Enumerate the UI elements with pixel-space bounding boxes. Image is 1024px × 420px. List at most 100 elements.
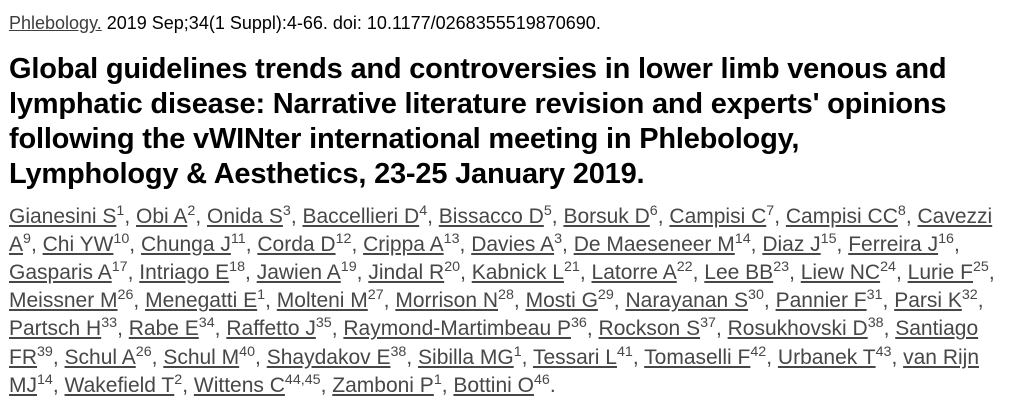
author-link[interactable]: Ferreira J16 [848,232,954,256]
author-link[interactable]: Meissner M26 [9,288,133,312]
affiliation-number: 24 [880,259,896,276]
author-link[interactable]: Narayanan S30 [625,288,763,312]
affiliation-number: 39 [37,343,53,360]
author-link[interactable]: Menegatti E1 [145,288,265,312]
author-link[interactable]: Jindal R20 [368,260,460,285]
author-name: Jindal R [368,261,445,285]
author-link[interactable]: Campisi C7 [669,202,775,228]
author-name: Shaydakov E [266,345,391,369]
affiliation-number: 36 [570,315,587,332]
author-link[interactable]: Jawien A19 [256,260,357,285]
article-title: Global guidelines trends and controversi… [9,52,947,190]
author-name: Molteni M [276,289,368,313]
author-link[interactable]: Tessari L41 [533,343,633,368]
author-link[interactable]: Kabnick L21 [472,260,580,284]
affiliation-number: 2 [187,202,196,219]
affiliation-number: 41 [616,343,633,360]
author-link[interactable]: Crippa A13 [363,231,460,257]
author-name: Raffetto J [226,317,316,341]
author-link[interactable]: Diaz J15 [762,232,836,256]
author-link[interactable]: Santiago FR39 [9,317,978,368]
author-link[interactable]: Corda D12 [257,232,351,257]
author-link[interactable]: Pannier F31 [776,287,883,312]
affiliation-number: 6 [649,202,658,219]
author-link[interactable]: Gianesini S1 [9,202,125,228]
affiliation-number: 1 [433,371,442,388]
author-link[interactable]: Rosukhovski D38 [728,316,884,340]
author-link[interactable]: Borsuk D6 [563,202,658,228]
author-link[interactable]: Schul A26 [65,343,152,368]
author-link[interactable]: Shaydakov E38 [266,344,407,369]
author-name: Gianesini S [9,204,117,228]
author-name: Lee BB [704,261,774,285]
author-link[interactable]: Lee BB23 [704,260,789,285]
affiliation-number: 14 [37,371,53,388]
affiliation-number: 37 [700,315,716,332]
affiliation-number: 26 [135,343,152,360]
affiliation-number: 27 [367,287,384,304]
author-name: Chi YW [42,233,114,257]
affiliation-number: 25 [973,259,989,276]
affiliation-number: 1 [116,202,125,219]
author-name: Jawien A [256,261,341,285]
author-link[interactable]: Cavezzi A9 [9,205,992,256]
affiliation-number: 29 [597,287,614,304]
affiliation-number: 40 [239,343,256,360]
author-link[interactable]: Obi A2 [136,202,196,228]
author-name: Raymond-Martimbeau P [343,317,571,341]
author-link[interactable]: Chunga J11 [140,232,246,257]
author-link[interactable]: Latorre A22 [591,260,693,285]
affiliation-number: 7 [766,202,775,219]
author-link[interactable]: Bissacco D5 [438,204,552,228]
author-name: Sibilla MG [418,345,514,369]
affiliation-number: 9 [23,231,31,248]
affiliation-number: 1 [513,343,522,360]
affiliation-number: 13 [443,231,460,248]
author-name: Bissacco D [438,204,544,228]
author-link[interactable]: Partsch H33 [9,316,117,340]
author-name: Corda D [257,233,336,257]
author-link[interactable]: Tomaselli F42 [644,343,767,368]
author-link[interactable]: Chi YW10 [42,232,130,257]
author-link[interactable]: Rabe E34 [129,315,215,340]
author-link[interactable]: Morrison N28 [395,287,514,312]
journal-link[interactable]: Phlebology. [9,13,102,33]
author-link[interactable]: Schul M40 [163,343,256,368]
affiliation-number: 42 [750,343,767,360]
author-link[interactable]: Gasparis A17 [9,260,128,284]
author-link[interactable]: Zamboni P1 [332,371,442,397]
author-link[interactable]: Bottini O46 [453,371,550,397]
author-name: Crippa A [363,233,444,257]
author-link[interactable]: Campisi CC8 [786,204,906,228]
author-link[interactable]: Baccellieri D4 [302,204,427,228]
author-link[interactable]: Onida S3 [207,204,291,228]
author-link[interactable]: Raffetto J35 [226,316,331,341]
author-link[interactable]: Rockson S37 [599,315,716,340]
author-link[interactable]: Molteni M27 [276,287,384,313]
author-link[interactable]: Wittens C44,45 [194,373,321,397]
author-name: Latorre A [591,261,677,285]
author-name: Bottini O [453,373,534,397]
author-link[interactable]: Parsi K32 [894,288,978,312]
affiliation-number: 31 [866,287,883,304]
author-link[interactable]: Urbanek T43 [778,344,892,368]
author-name: Davies A [471,233,555,257]
author-link[interactable]: van Rijn MJ14 [9,346,979,397]
author-link[interactable]: Intriago E18 [139,259,246,284]
author-link[interactable]: Raymond-Martimbeau P36 [343,315,587,341]
author-link[interactable]: Liew NC24 [801,259,896,284]
author-link[interactable]: Mosti G29 [526,287,614,312]
affiliation-number: 34 [198,315,215,332]
author-link[interactable]: Davies A3 [471,232,562,257]
author-link[interactable]: Lurie F25 [907,259,989,285]
author-link[interactable]: Wakefield T2 [65,373,183,397]
author-name: Lurie F [907,261,973,285]
affiliation-number: 18 [229,259,246,276]
affiliation-number: 46 [533,371,550,388]
author-name: Chunga J [140,233,231,257]
author-name: Zamboni P [332,373,434,397]
author-link[interactable]: Sibilla MG1 [418,343,522,369]
author-link[interactable]: De Maeseneer M14 [574,232,751,256]
affiliation-number: 28 [498,287,514,304]
